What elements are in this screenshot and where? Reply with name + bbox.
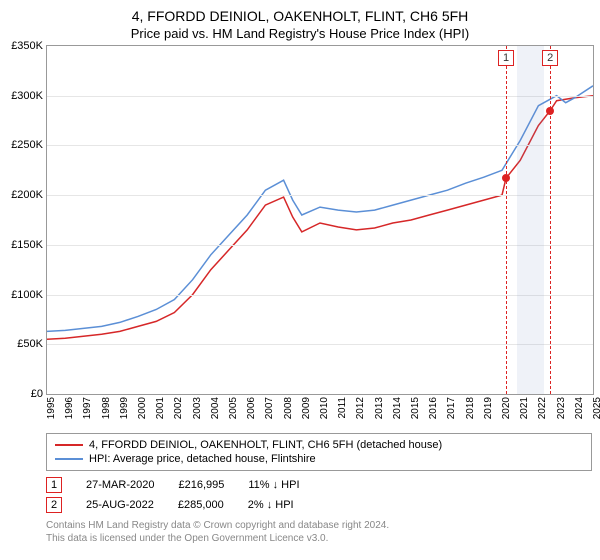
legend-label: HPI: Average price, detached house, Flin… — [89, 453, 316, 465]
x-tick-label: 2020 — [501, 397, 512, 419]
x-tick-label: 2013 — [374, 397, 385, 419]
x-tick-label: 2000 — [137, 397, 148, 419]
table-row: 1 27-MAR-2020 £216,995 11% ↓ HPI — [46, 475, 592, 495]
marker-badge: 2 — [542, 50, 558, 66]
sale-date: 27-MAR-2020 — [86, 479, 154, 491]
chart-plot-area: £0£50K£100K£150K£200K£250K£300K£350K12 — [46, 45, 594, 395]
x-tick-label: 2004 — [210, 397, 221, 419]
x-tick-label: 1995 — [46, 397, 57, 419]
x-tick-label: 2014 — [392, 397, 403, 419]
x-tick-label: 1998 — [101, 397, 112, 419]
legend: 4, FFORDD DEINIOL, OAKENHOLT, FLINT, CH6… — [46, 433, 592, 471]
marker-badge: 1 — [46, 477, 62, 493]
chart-title: 4, FFORDD DEINIOL, OAKENHOLT, FLINT, CH6… — [0, 0, 600, 24]
marker-vline — [506, 46, 507, 394]
sale-delta: 2% ↓ HPI — [248, 499, 294, 511]
x-tick-label: 2022 — [537, 397, 548, 419]
x-tick-label: 2010 — [319, 397, 330, 419]
y-tick-label: £50K — [17, 338, 43, 350]
y-tick-label: £150K — [11, 239, 43, 251]
legend-swatch — [55, 444, 83, 446]
x-tick-label: 2007 — [264, 397, 275, 419]
y-tick-label: £350K — [11, 40, 43, 52]
x-tick-label: 1999 — [119, 397, 130, 419]
x-tick-label: 2015 — [410, 397, 421, 419]
x-tick-label: 2009 — [301, 397, 312, 419]
x-tick-label: 2008 — [283, 397, 294, 419]
shaded-band — [517, 46, 544, 394]
x-tick-label: 2016 — [428, 397, 439, 419]
x-tick-label: 2012 — [355, 397, 366, 419]
x-tick-label: 2023 — [556, 397, 567, 419]
x-tick-label: 1997 — [82, 397, 93, 419]
y-tick-label: £300K — [11, 90, 43, 102]
y-tick-label: £200K — [11, 189, 43, 201]
footnote-line: This data is licensed under the Open Gov… — [46, 532, 592, 545]
x-tick-label: 2003 — [192, 397, 203, 419]
x-tick-label: 2018 — [465, 397, 476, 419]
marker-dot — [502, 174, 510, 182]
table-row: 2 25-AUG-2022 £285,000 2% ↓ HPI — [46, 495, 592, 515]
x-tick-label: 2021 — [519, 397, 530, 419]
marker-dot — [546, 107, 554, 115]
x-tick-label: 1996 — [64, 397, 75, 419]
sales-table: 1 27-MAR-2020 £216,995 11% ↓ HPI 2 25-AU… — [46, 475, 592, 515]
footnote: Contains HM Land Registry data © Crown c… — [46, 519, 592, 545]
y-tick-label: £0 — [31, 388, 43, 400]
chart-lines — [47, 46, 593, 394]
x-tick-label: 2006 — [246, 397, 257, 419]
sale-date: 25-AUG-2022 — [86, 499, 154, 511]
x-tick-label: 2019 — [483, 397, 494, 419]
chart-subtitle: Price paid vs. HM Land Registry's House … — [0, 24, 600, 45]
sale-price: £285,000 — [178, 499, 224, 511]
footnote-line: Contains HM Land Registry data © Crown c… — [46, 519, 592, 532]
x-tick-label: 2025 — [592, 397, 600, 419]
legend-item: HPI: Average price, detached house, Flin… — [55, 452, 583, 466]
x-tick-label: 2005 — [228, 397, 239, 419]
x-tick-label: 2001 — [155, 397, 166, 419]
sale-delta: 11% ↓ HPI — [248, 479, 299, 491]
y-tick-label: £100K — [11, 289, 43, 301]
series-line — [47, 96, 593, 340]
sale-price: £216,995 — [178, 479, 224, 491]
x-axis-ticks: 1995 1996 1997 1998 1999 2000 2001 2002 2003 2004… — [46, 395, 594, 429]
legend-label: 4, FFORDD DEINIOL, OAKENHOLT, FLINT, CH6… — [89, 439, 442, 451]
x-tick-label: 2024 — [574, 397, 585, 419]
marker-badge: 1 — [498, 50, 514, 66]
marker-badge: 2 — [46, 497, 62, 513]
legend-swatch — [55, 458, 83, 460]
x-tick-label: 2011 — [337, 397, 348, 419]
x-tick-label: 2017 — [446, 397, 457, 419]
legend-item: 4, FFORDD DEINIOL, OAKENHOLT, FLINT, CH6… — [55, 438, 583, 452]
y-tick-label: £250K — [11, 139, 43, 151]
marker-vline — [550, 46, 551, 394]
x-tick-label: 2002 — [173, 397, 184, 419]
